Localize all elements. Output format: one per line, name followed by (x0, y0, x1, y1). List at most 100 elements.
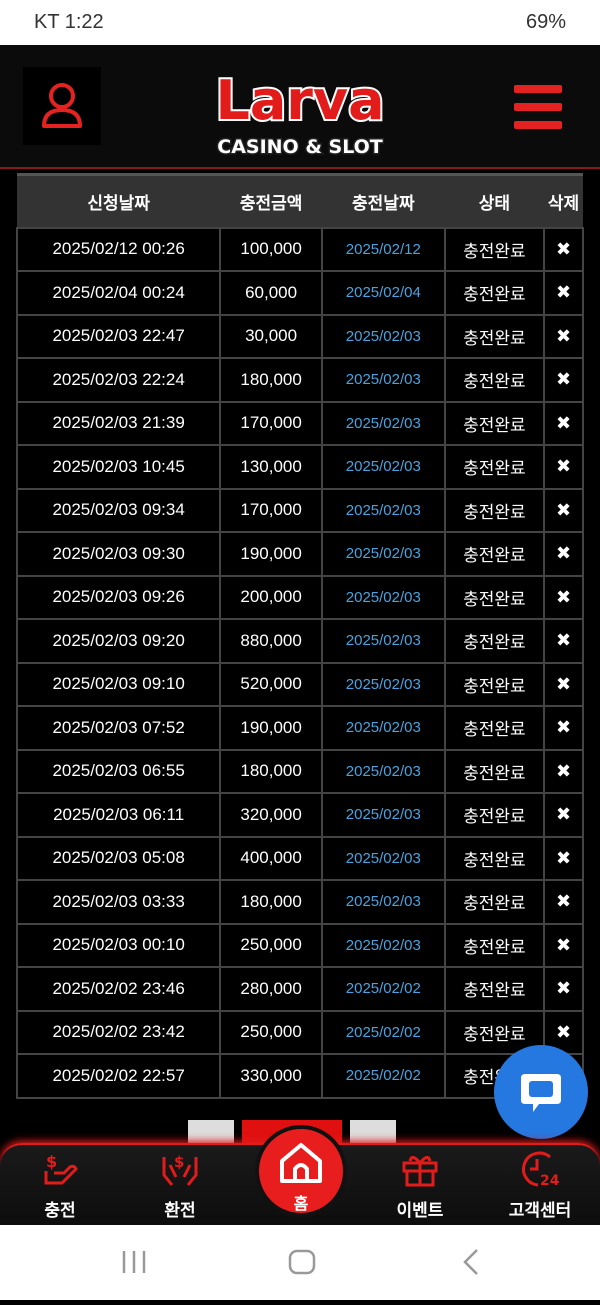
charge-amount: 520,000 (219, 661, 323, 707)
request-date: 2025/02/03 05:08 (15, 835, 222, 881)
table-row: 2025/02/03 00:10 250,000 2025/02/03 충전완료 ✖ (15, 922, 584, 968)
delete-button[interactable]: ✖ (543, 835, 584, 881)
charge-amount: 190,000 (219, 705, 323, 751)
status: 충전완료 (443, 531, 546, 577)
hamburger-menu-icon[interactable] (514, 85, 562, 129)
charge-amount: 180,000 (219, 879, 323, 925)
charge-hand-icon: $ (44, 1152, 78, 1185)
status: 충전완료 (443, 661, 546, 707)
status-bar: KT 1:22 69% (0, 0, 600, 45)
delete-button[interactable]: ✖ (543, 270, 584, 316)
table-row: 2025/02/03 07:52 190,000 2025/02/03 충전완료 ✖ (15, 705, 584, 751)
svg-text:CASINO & SLOT: CASINO & SLOT (217, 136, 383, 158)
request-date: 2025/02/03 22:47 (15, 313, 222, 359)
home-system-button[interactable] (288, 1249, 316, 1275)
charge-date: 2025/02/02 (320, 1053, 446, 1099)
logo[interactable]: Larva CASINO & SLOT (212, 53, 388, 163)
charge-date: 2025/02/03 (320, 618, 446, 664)
header: Larva CASINO & SLOT (0, 45, 600, 169)
delete-button[interactable]: ✖ (543, 313, 584, 359)
table-row: 2025/02/02 23:42 250,000 2025/02/02 충전완료 ✖ (15, 1009, 584, 1055)
request-date: 2025/02/12 00:26 (15, 226, 222, 272)
charge-date: 2025/02/02 (320, 1009, 446, 1055)
nav-home[interactable]: 홈 (255, 1125, 347, 1217)
status: 충전완료 (443, 444, 546, 490)
system-nav-bar (0, 1225, 600, 1300)
charge-date: 2025/02/03 (320, 357, 446, 403)
charge-amount: 100,000 (219, 226, 323, 272)
delete-button[interactable]: ✖ (543, 922, 584, 968)
charge-date: 2025/02/03 (320, 835, 446, 881)
table-row: 2025/02/03 10:45 130,000 2025/02/03 충전완료 ✖ (15, 444, 584, 490)
table-row: 2025/02/03 22:24 180,000 2025/02/03 충전완료 ✖ (15, 357, 584, 403)
request-date: 2025/02/03 09:20 (15, 618, 222, 664)
delete-button[interactable]: ✖ (543, 487, 584, 533)
battery-level: 69% (525, 11, 566, 33)
charge-date: 2025/02/03 (320, 705, 446, 751)
charge-amount: 250,000 (219, 922, 323, 968)
delete-button[interactable]: ✖ (543, 444, 584, 490)
status: 충전완료 (443, 618, 546, 664)
column-header: 삭제 (544, 173, 583, 228)
table-row: 2025/02/03 06:55 180,000 2025/02/03 충전완료 ✖ (15, 748, 584, 794)
status: 충전완료 (443, 705, 546, 751)
delete-button[interactable]: ✖ (543, 705, 584, 751)
table-row: 2025/02/03 21:39 170,000 2025/02/03 충전완료 ✖ (15, 400, 584, 446)
delete-button[interactable]: ✖ (543, 618, 584, 664)
status: 충전완료 (443, 400, 546, 446)
request-date: 2025/02/04 00:24 (15, 270, 222, 316)
recent-apps-button[interactable] (122, 1251, 146, 1273)
chat-bubble-icon (521, 1074, 561, 1112)
charge-amount: 30,000 (219, 313, 323, 359)
table-row: 2025/02/02 23:46 280,000 2025/02/02 충전완료 ✖ (15, 966, 584, 1012)
column-header: 충전날짜 (321, 173, 445, 228)
table-row: 2025/02/03 03:33 180,000 2025/02/03 충전완료 ✖ (15, 879, 584, 925)
request-date: 2025/02/03 09:30 (15, 531, 222, 577)
delete-button[interactable]: ✖ (543, 574, 584, 620)
request-date: 2025/02/03 09:34 (15, 487, 222, 533)
delete-button[interactable]: ✖ (543, 879, 584, 925)
charge-amount: 170,000 (219, 400, 323, 446)
charge-amount: 130,000 (219, 444, 323, 490)
column-header: 상태 (444, 173, 545, 228)
user-icon (42, 83, 82, 128)
charge-amount: 280,000 (219, 966, 323, 1012)
delete-button[interactable]: ✖ (543, 661, 584, 707)
svg-text:$: $ (46, 1152, 57, 1171)
table-row: 2025/02/03 09:10 520,000 2025/02/03 충전완료 ✖ (15, 661, 584, 707)
delete-button[interactable]: ✖ (543, 357, 584, 403)
clock-24-icon: 24 (522, 1151, 560, 1189)
charge-date: 2025/02/03 (320, 879, 446, 925)
charge-amount: 400,000 (219, 835, 323, 881)
nav-charge[interactable]: $ 충전 (10, 1151, 110, 1221)
delete-button[interactable]: ✖ (543, 792, 584, 838)
request-date: 2025/02/03 03:33 (15, 879, 222, 925)
delete-button[interactable]: ✖ (543, 226, 584, 272)
delete-button[interactable]: ✖ (543, 748, 584, 794)
request-date: 2025/02/02 23:42 (15, 1009, 222, 1055)
status: 충전완료 (443, 487, 546, 533)
user-button[interactable] (23, 67, 101, 145)
request-date: 2025/02/03 06:55 (15, 748, 222, 794)
charge-date: 2025/02/03 (320, 574, 446, 620)
gift-icon (402, 1156, 438, 1187)
nav-event[interactable]: 이벤트 (370, 1151, 470, 1221)
status: 충전완료 (443, 922, 546, 968)
charge-date: 2025/02/03 (320, 661, 446, 707)
table-row: 2025/02/12 00:26 100,000 2025/02/12 충전완료 ✖ (15, 226, 584, 272)
chat-button[interactable] (494, 1045, 588, 1139)
delete-button[interactable]: ✖ (543, 531, 584, 577)
back-button[interactable] (463, 1249, 478, 1275)
charge-date: 2025/02/03 (320, 531, 446, 577)
request-date: 2025/02/03 00:10 (15, 922, 222, 968)
delete-button[interactable]: ✖ (543, 400, 584, 446)
delete-button[interactable]: ✖ (543, 966, 584, 1012)
charge-date: 2025/02/02 (320, 966, 446, 1012)
status: 충전완료 (443, 966, 546, 1012)
nav-support[interactable]: 24 고객센터 (490, 1151, 590, 1221)
svg-text:Larva: Larva (215, 69, 384, 132)
table-row: 2025/02/03 22:47 30,000 2025/02/03 충전완료 ✖ (15, 313, 584, 359)
charge-amount: 180,000 (219, 357, 323, 403)
nav-exchange[interactable]: $ 환전 (130, 1151, 230, 1221)
charge-date: 2025/02/12 (320, 226, 446, 272)
